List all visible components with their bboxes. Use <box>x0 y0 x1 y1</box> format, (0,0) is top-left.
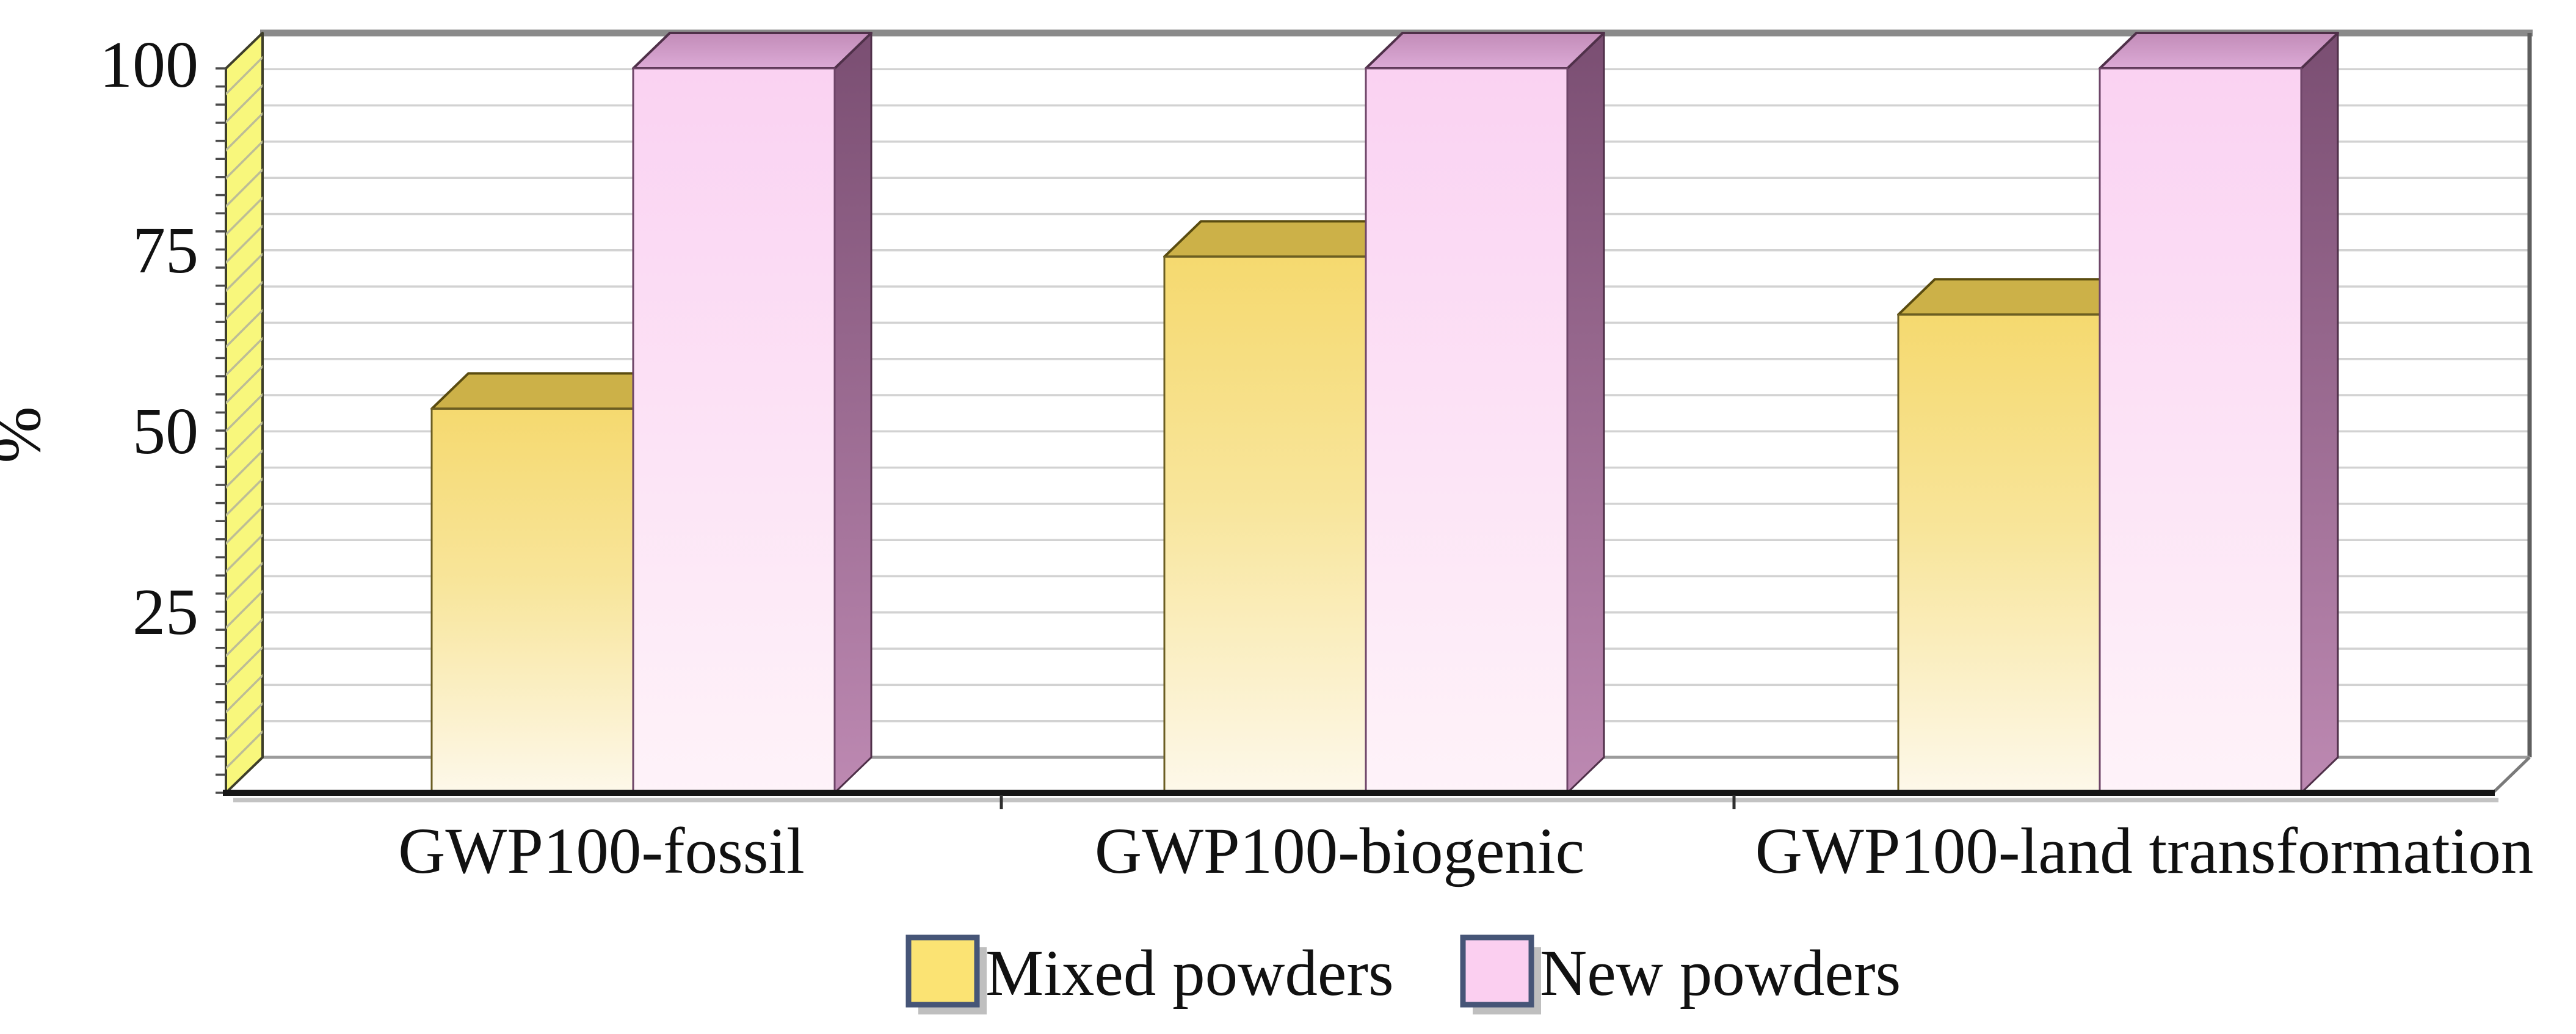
legend-label-new-powders: New powders <box>1540 938 1901 1010</box>
category-label-biogenic: GWP100-biogenic <box>1095 815 1584 887</box>
legend-swatch-mixed-powders <box>905 934 980 1008</box>
x-axis-category-labels: GWP100-fossil GWP100-biogenic GWP100-lan… <box>398 815 2533 887</box>
category-label-fossil: GWP100-fossil <box>398 815 805 887</box>
legend: Mixed powders New powders <box>905 934 1901 1014</box>
legend-swatch-new-powders <box>1460 934 1534 1008</box>
ytick-label-75: 75 <box>132 214 198 287</box>
ytick-label-100: 100 <box>100 29 198 101</box>
category-label-land: GWP100-land transformation <box>1755 815 2534 887</box>
chart-plot-area <box>216 29 2533 809</box>
ytick-label-25: 25 <box>132 576 198 649</box>
y-axis-title: % <box>0 406 55 463</box>
ytick-label-50: 50 <box>132 395 198 468</box>
y-axis: 100 75 50 25 % <box>0 29 198 649</box>
legend-label-mixed-powders: Mixed powders <box>985 938 1394 1010</box>
